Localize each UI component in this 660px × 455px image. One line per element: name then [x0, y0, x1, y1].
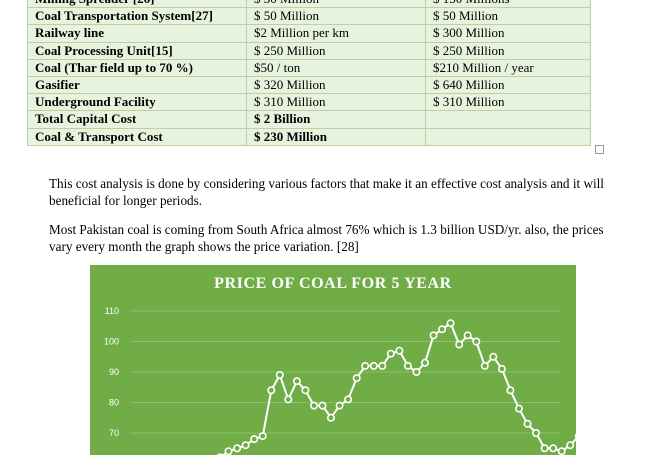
data-point: [482, 363, 488, 369]
cell-total-cost: $ 300 Million: [426, 25, 591, 42]
cell-component: Total Capital Cost: [28, 111, 247, 128]
data-point: [242, 442, 248, 448]
cell-total-cost: $ 310 Million: [426, 94, 591, 111]
cell-total-cost: $210 Million / year: [426, 59, 591, 76]
chart-title: PRICE OF COAL FOR 5 YEAR: [90, 275, 576, 293]
data-point: [225, 448, 231, 454]
data-point: [277, 372, 283, 378]
data-point: [251, 436, 257, 442]
y-tick-label: 80: [109, 398, 119, 408]
table-row: Total Capital Cost$ 2 Billion: [28, 111, 591, 128]
coal-price-chart: 70 80 90 100 110 PRICE OF COAL FOR 5 YEAR: [90, 265, 576, 455]
table-row: Mining Spreader [26]$ 30 Million$ 150 Mi…: [28, 0, 591, 8]
cell-total-cost: $ 640 Million: [426, 76, 591, 93]
cell-component: Coal & Transport Cost: [28, 128, 247, 145]
data-point: [285, 396, 291, 402]
cell-total-cost: $ 150 Millions: [426, 0, 591, 8]
cell-unit-cost: $ 2 Billion: [247, 111, 426, 128]
paragraph-cost-analysis: This cost analysis is done by considerin…: [49, 175, 624, 209]
cell-unit-cost: $ 30 Million: [247, 0, 426, 8]
cell-component: Gasifier: [28, 76, 247, 93]
paragraph-coal-source: Most Pakistan coal is coming from South …: [49, 221, 624, 255]
data-point: [379, 363, 385, 369]
data-point: [473, 338, 479, 344]
cell-total-cost: $ 50 Million: [426, 8, 591, 25]
data-point: [268, 387, 274, 393]
data-point: [430, 332, 436, 338]
chart-plot-area: 70 80 90 100 110: [90, 265, 576, 455]
cell-unit-cost: $ 250 Million: [247, 42, 426, 59]
table-row: Gasifier$ 320 Million$ 640 Million: [28, 76, 591, 93]
cell-unit-cost: $ 230 Million: [247, 128, 426, 145]
cell-unit-cost: $ 50 Million: [247, 8, 426, 25]
data-point: [533, 430, 539, 436]
data-point: [447, 320, 453, 326]
table-row: Coal Transportation System[27]$ 50 Milli…: [28, 8, 591, 25]
data-point: [371, 363, 377, 369]
table-row: Coal Processing Unit[15]$ 250 Million$ 2…: [28, 42, 591, 59]
data-point: [362, 363, 368, 369]
y-tick-label: 70: [109, 428, 119, 438]
y-tick-label: 100: [104, 337, 119, 347]
table-row: Underground Facility$ 310 Million$ 310 M…: [28, 94, 591, 111]
y-tick-label: 90: [109, 367, 119, 377]
data-point: [336, 402, 342, 408]
table-row: Coal (Thar field up to 70 %)$50 / ton$21…: [28, 59, 591, 76]
cell-total-cost: $ 250 Million: [426, 42, 591, 59]
data-point: [328, 415, 334, 421]
data-point: [396, 348, 402, 354]
data-point: [234, 445, 240, 451]
y-tick-label: 110: [105, 306, 119, 316]
data-point: [405, 363, 411, 369]
data-point: [311, 402, 317, 408]
data-point: [541, 445, 547, 451]
data-point: [559, 448, 565, 454]
cost-table-body: Mining Spreader [26]$ 30 Million$ 150 Mi…: [28, 0, 591, 145]
cell-component: Railway line: [28, 25, 247, 42]
data-point: [302, 387, 308, 393]
data-point: [456, 341, 462, 347]
cell-unit-cost: $ 310 Million: [247, 94, 426, 111]
data-point: [388, 351, 394, 357]
cell-component: Coal (Thar field up to 70 %): [28, 59, 247, 76]
data-point: [319, 402, 325, 408]
cost-table: Mining Spreader [26]$ 30 Million$ 150 Mi…: [27, 0, 591, 146]
data-point: [422, 360, 428, 366]
data-point: [413, 369, 419, 375]
data-point: [524, 421, 530, 427]
cell-component: Coal Processing Unit[15]: [28, 42, 247, 59]
data-point: [345, 396, 351, 402]
data-point: [294, 378, 300, 384]
table-row: Coal & Transport Cost$ 230 Million: [28, 128, 591, 145]
data-point: [499, 366, 505, 372]
cell-unit-cost: $2 Million per km: [247, 25, 426, 42]
cell-component: Mining Spreader [26]: [28, 0, 247, 8]
cell-unit-cost: $ 320 Million: [247, 76, 426, 93]
cell-unit-cost: $50 / ton: [247, 59, 426, 76]
data-point: [550, 445, 556, 451]
data-point: [516, 405, 522, 411]
cell-component: Underground Facility: [28, 94, 247, 111]
data-point: [507, 387, 513, 393]
data-point: [465, 332, 471, 338]
table-row: Railway line$2 Million per km$ 300 Milli…: [28, 25, 591, 42]
data-point: [439, 326, 445, 332]
data-point: [260, 433, 266, 439]
cell-component: Coal Transportation System[27]: [28, 8, 247, 25]
data-point: [490, 354, 496, 360]
cell-total-cost: [426, 111, 591, 128]
data-point: [567, 442, 573, 448]
cell-total-cost: [426, 128, 591, 145]
data-point: [354, 375, 360, 381]
table-resize-handle[interactable]: [595, 145, 604, 154]
